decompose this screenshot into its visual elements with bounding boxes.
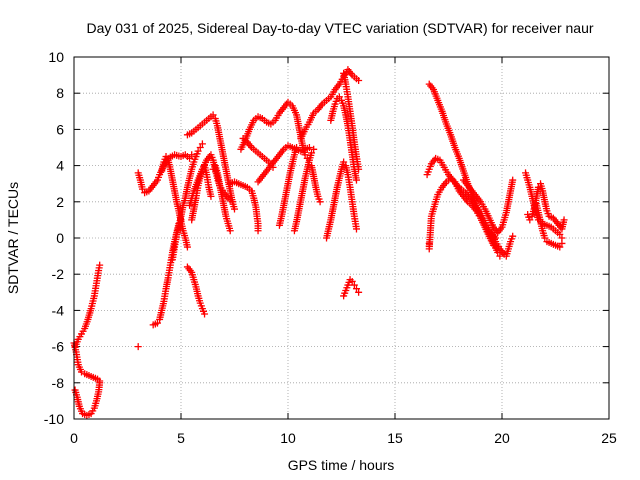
data-point [556, 243, 564, 251]
data-point [196, 144, 204, 151]
data-point [541, 234, 549, 242]
y-tick-label: 6 [56, 121, 64, 137]
data-point [355, 288, 363, 296]
data-point [526, 216, 534, 224]
data-point [348, 277, 356, 285]
data-point [350, 281, 358, 289]
x-tick-label: 25 [601, 430, 617, 446]
data-point [355, 165, 363, 173]
y-tick-label: 8 [56, 85, 64, 101]
data-point [231, 205, 238, 213]
chart-title: Day 031 of 2025, Sidereal Day-to-day VTE… [86, 20, 593, 36]
data-point [316, 198, 324, 206]
data-point [209, 111, 217, 119]
data-point [556, 230, 564, 238]
data-point [183, 243, 191, 251]
plot-frame [73, 56, 610, 420]
data-point [352, 225, 360, 233]
y-tick-label: 4 [56, 158, 64, 174]
data-point [186, 154, 194, 162]
y-axis-label: SDTVAR / TECUs [5, 182, 21, 294]
data-point [489, 241, 497, 249]
data-point [96, 261, 104, 269]
data-point [558, 239, 566, 247]
data-point [335, 93, 343, 101]
data-point [153, 319, 161, 327]
x-tick-label: 5 [177, 430, 185, 446]
y-tick-label: 10 [48, 49, 64, 65]
data-point [228, 198, 236, 206]
data-point [308, 149, 316, 157]
data-point [201, 310, 209, 318]
data-point [293, 144, 301, 151]
y-tick-label: 0 [56, 230, 64, 246]
data-point [305, 144, 313, 151]
y-tick-label: -4 [52, 302, 65, 318]
data-point [138, 185, 146, 193]
y-tick-label: -2 [52, 266, 65, 282]
data-point [352, 176, 360, 184]
data-point [340, 158, 348, 166]
data-point [560, 216, 568, 224]
data-point [509, 176, 517, 184]
data-point [509, 232, 517, 240]
data-point [194, 147, 202, 155]
y-tick-label: -10 [44, 411, 64, 427]
x-tick-label: 15 [387, 430, 403, 446]
y-tick-label: 2 [56, 194, 64, 210]
data-point [254, 227, 262, 235]
data-point [96, 379, 104, 387]
data-point [226, 227, 234, 235]
x-tick-label: 20 [494, 430, 510, 446]
data-point [207, 192, 215, 200]
data-points [70, 66, 568, 419]
data-point [496, 252, 504, 260]
data-point [310, 145, 318, 153]
x-tick-label: 0 [70, 430, 78, 446]
data-point [198, 140, 206, 148]
x-axis-label: GPS time / hours [288, 457, 395, 473]
y-tick-label: -6 [52, 339, 65, 355]
data-point [355, 77, 363, 85]
data-point [352, 285, 360, 293]
data-point [188, 151, 196, 159]
grid-layer [74, 57, 609, 419]
data-point [134, 343, 142, 351]
y-tick-label: -8 [52, 375, 65, 391]
data-point [162, 153, 170, 161]
x-tick-label: 10 [280, 430, 296, 446]
